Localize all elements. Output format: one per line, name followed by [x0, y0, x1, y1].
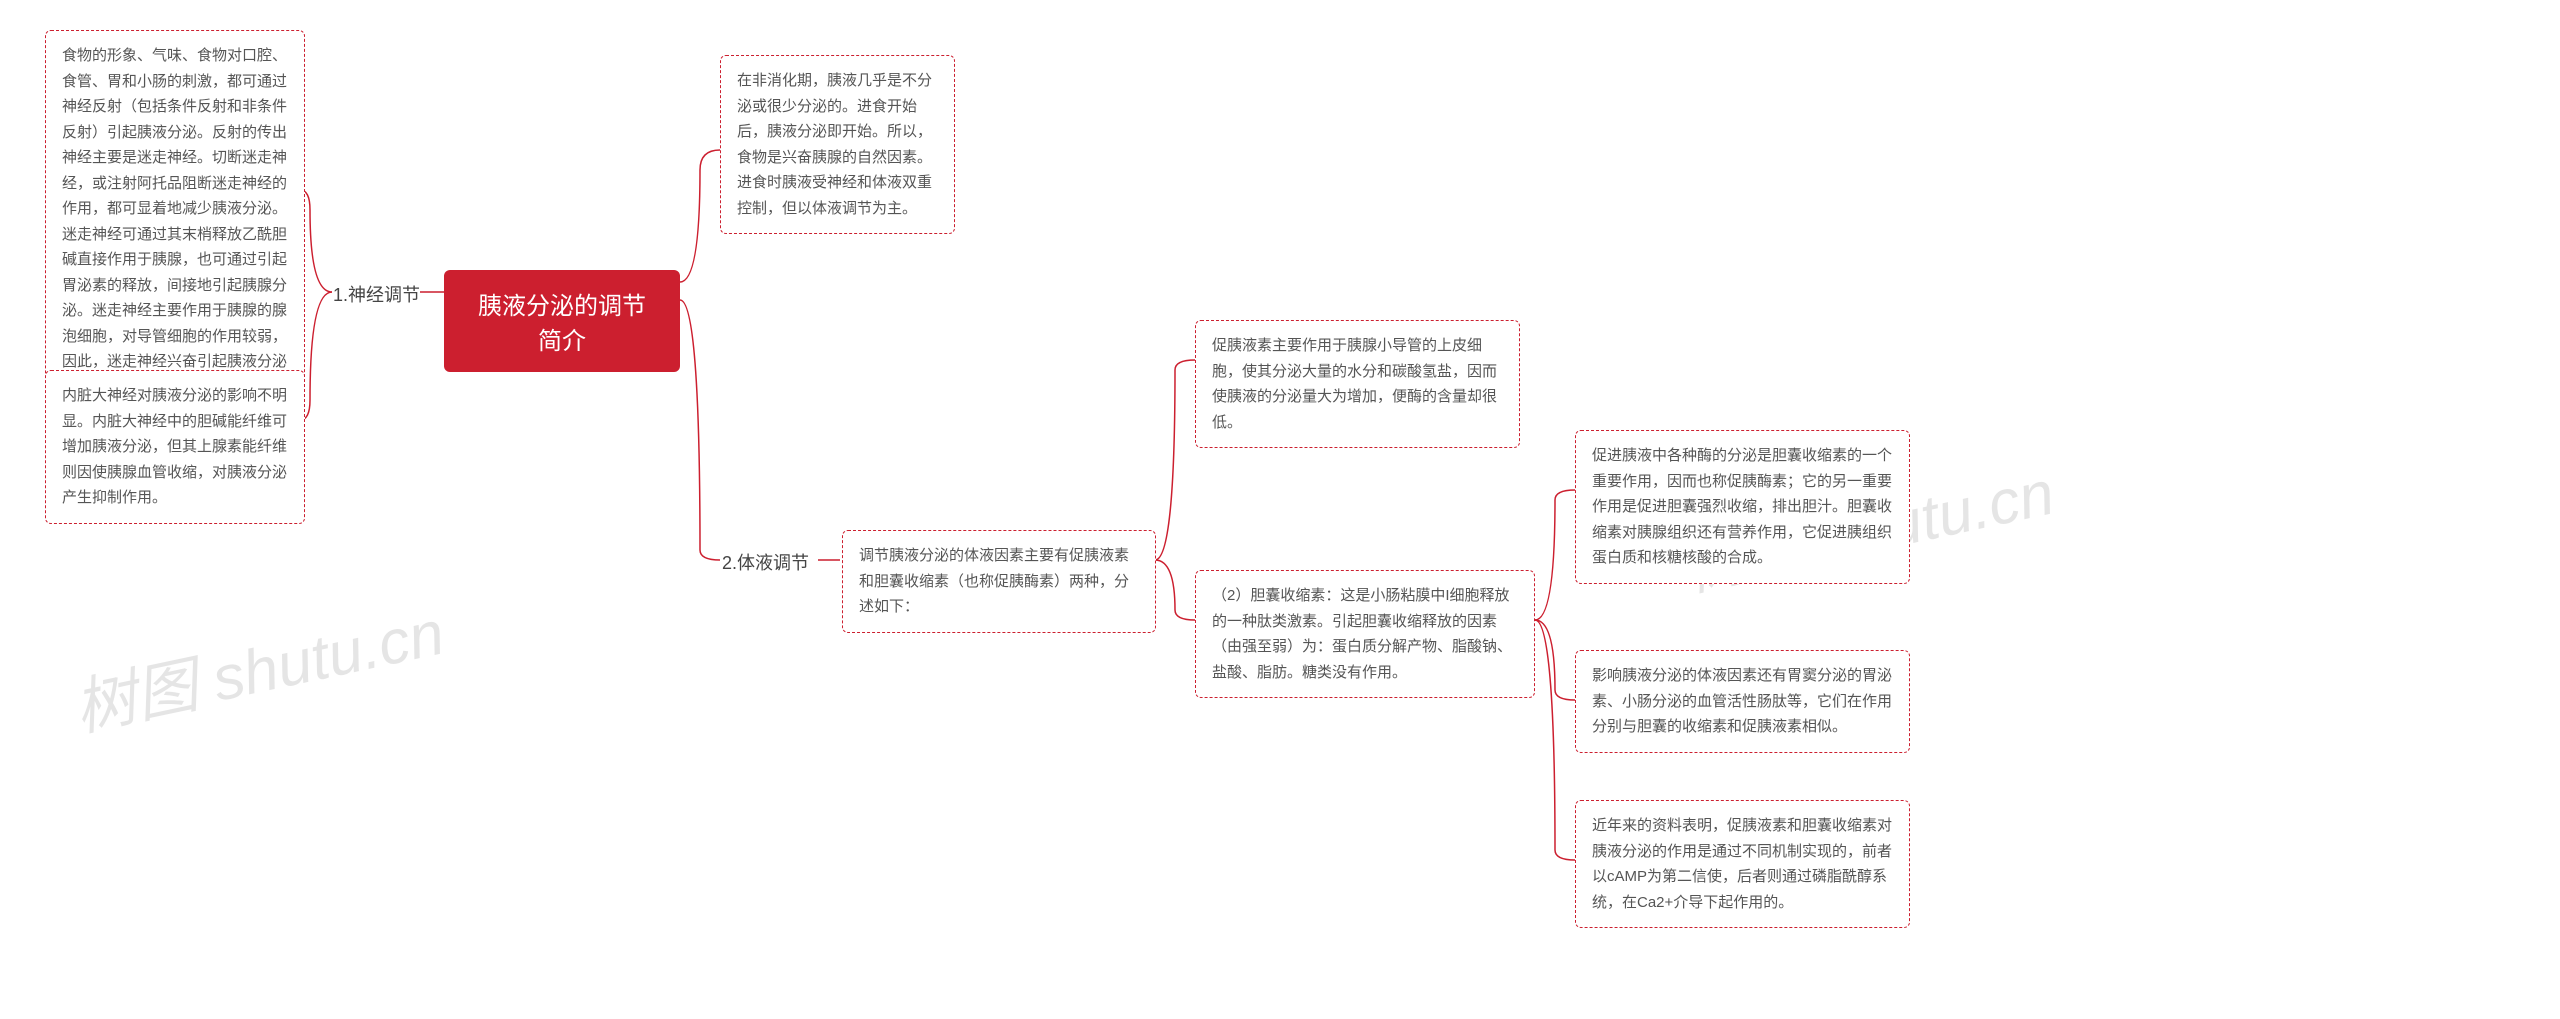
root-label: 胰液分泌的调节简介: [478, 293, 646, 355]
leaf-mechanism[interactable]: 近年来的资料表明，促胰液素和胆囊收缩素对胰液分泌的作用是通过不同机制实现的，前者…: [1575, 800, 1910, 928]
root-node[interactable]: 胰液分泌的调节简介: [444, 270, 680, 372]
branch-neural-label: 1.神经调节: [333, 285, 420, 305]
leaf-secretin[interactable]: 促胰液素主要作用于胰腺小导管的上皮细胞，使其分泌大量的水分和碳酸氢盐，因而使胰液…: [1195, 320, 1520, 448]
leaf-gastrin-vip[interactable]: 影响胰液分泌的体液因素还有胃窦分泌的胃泌素、小肠分泌的血管活性肠肽等，它们在作用…: [1575, 650, 1910, 753]
leaf-secretin-text: 促胰液素主要作用于胰腺小导管的上皮细胞，使其分泌大量的水分和碳酸氢盐，因而使胰液…: [1212, 337, 1497, 431]
watermark-left: 树图 shutu.cn: [65, 582, 451, 748]
leaf-splanchnic[interactable]: 内脏大神经对胰液分泌的影响不明显。内脏大神经中的胆碱能纤维可增加胰液分泌，但其上…: [45, 370, 305, 524]
leaf-splanchnic-text: 内脏大神经对胰液分泌的影响不明显。内脏大神经中的胆碱能纤维可增加胰液分泌，但其上…: [62, 387, 287, 506]
leaf-cck[interactable]: （2）胆囊收缩素：这是小肠粘膜中I细胞释放的一种肽类激素。引起胆囊收缩释放的因素…: [1195, 570, 1535, 698]
leaf-intro[interactable]: 在非消化期，胰液几乎是不分泌或很少分泌的。进食开始后，胰液分泌即开始。所以，食物…: [720, 55, 955, 234]
connector-lines: [0, 0, 2560, 1019]
branch-humoral[interactable]: 2.体液调节: [722, 549, 809, 575]
leaf-mechanism-text: 近年来的资料表明，促胰液素和胆囊收缩素对胰液分泌的作用是通过不同机制实现的，前者…: [1592, 817, 1892, 911]
leaf-cck-enzyme-text: 促进胰液中各种酶的分泌是胆囊收缩素的一个重要作用，因而也称促胰酶素；它的另一重要…: [1592, 447, 1892, 566]
leaf-cck-text: （2）胆囊收缩素：这是小肠粘膜中I细胞释放的一种肽类激素。引起胆囊收缩释放的因素…: [1212, 587, 1512, 681]
branch-neural[interactable]: 1.神经调节: [333, 281, 420, 307]
leaf-intro-text: 在非消化期，胰液几乎是不分泌或很少分泌的。进食开始后，胰液分泌即开始。所以，食物…: [737, 72, 932, 217]
leaf-gastrin-vip-text: 影响胰液分泌的体液因素还有胃窦分泌的胃泌素、小肠分泌的血管活性肠肽等，它们在作用…: [1592, 667, 1892, 735]
leaf-cck-enzyme[interactable]: 促进胰液中各种酶的分泌是胆囊收缩素的一个重要作用，因而也称促胰酶素；它的另一重要…: [1575, 430, 1910, 584]
leaf-neural-reflex-text: 食物的形象、气味、食物对口腔、食管、胃和小肠的刺激，都可通过神经反射（包括条件反…: [62, 47, 287, 421]
leaf-humoral-main[interactable]: 调节胰液分泌的体液因素主要有促胰液素和胆囊收缩素（也称促胰酶素）两种，分述如下：: [842, 530, 1156, 633]
branch-humoral-label: 2.体液调节: [722, 553, 809, 573]
leaf-humoral-main-text: 调节胰液分泌的体液因素主要有促胰液素和胆囊收缩素（也称促胰酶素）两种，分述如下：: [859, 547, 1129, 615]
